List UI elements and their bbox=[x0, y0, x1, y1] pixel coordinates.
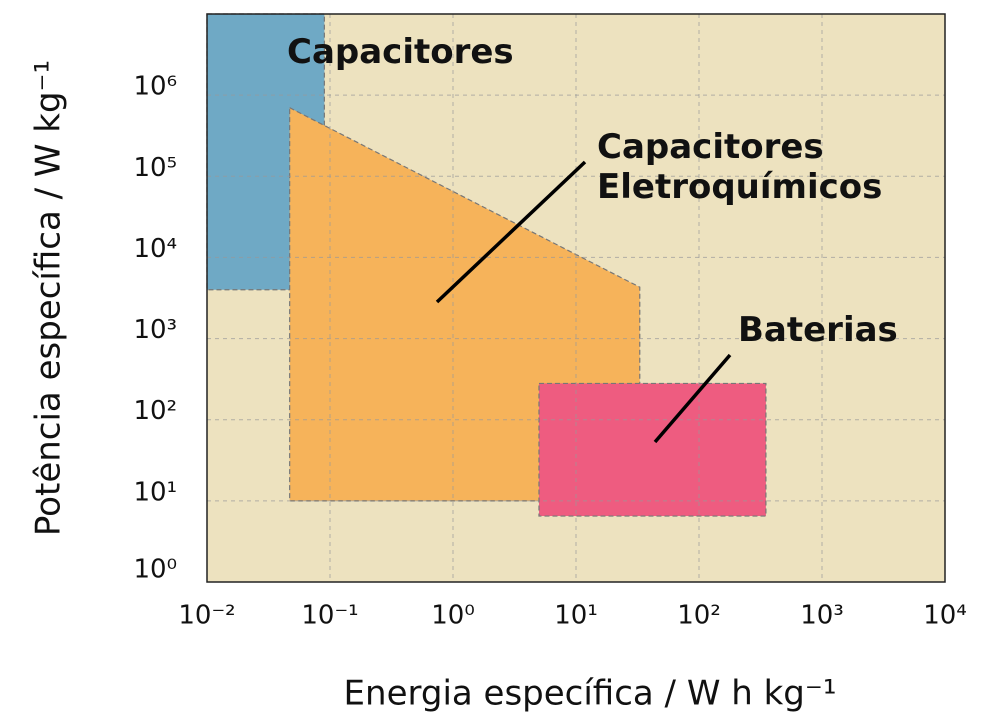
x-tick-label: 10⁻¹ bbox=[301, 601, 358, 631]
region bbox=[538, 382, 767, 517]
y-tick-label: 10⁵ bbox=[133, 153, 177, 183]
y-tick-label: 10¹ bbox=[133, 477, 177, 507]
region-label: Capacitores bbox=[287, 32, 514, 72]
region-label: Baterias bbox=[738, 310, 898, 350]
y-tick-label: 10² bbox=[133, 396, 177, 426]
y-tick-label: 10⁶ bbox=[133, 72, 177, 102]
x-tick-label: 10⁻² bbox=[178, 601, 235, 631]
x-tick-label: 10¹ bbox=[554, 601, 598, 631]
y-tick-label: 10⁰ bbox=[133, 555, 177, 585]
plot-frame bbox=[206, 13, 946, 583]
x-tick-label: 10⁴ bbox=[923, 601, 967, 631]
pointer-line bbox=[653, 353, 732, 444]
x-tick-label: 10⁰ bbox=[431, 601, 475, 631]
y-axis-label: Potência específica / W kg⁻¹ bbox=[29, 60, 69, 536]
x-axis-label: Energia específica / W h kg⁻¹ bbox=[344, 674, 837, 714]
y-tick-label: 10⁴ bbox=[133, 234, 177, 264]
region-label: Capacitores Eletroquímicos bbox=[597, 127, 883, 207]
x-tick-label: 10² bbox=[677, 601, 721, 631]
y-tick-label: 10³ bbox=[133, 315, 177, 345]
pointer-line bbox=[435, 160, 587, 304]
x-tick-label: 10³ bbox=[800, 601, 844, 631]
